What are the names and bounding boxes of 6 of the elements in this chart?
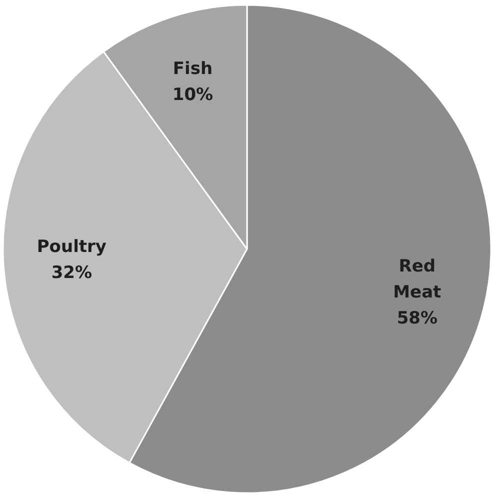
data-label: 10% (172, 84, 214, 105)
data-label: 58% (396, 308, 438, 329)
data-label: 32% (51, 263, 92, 284)
slice-label: Fish (172, 58, 213, 79)
slice-label: Poultry (36, 237, 107, 258)
slice-label: Red Meat (393, 256, 442, 303)
